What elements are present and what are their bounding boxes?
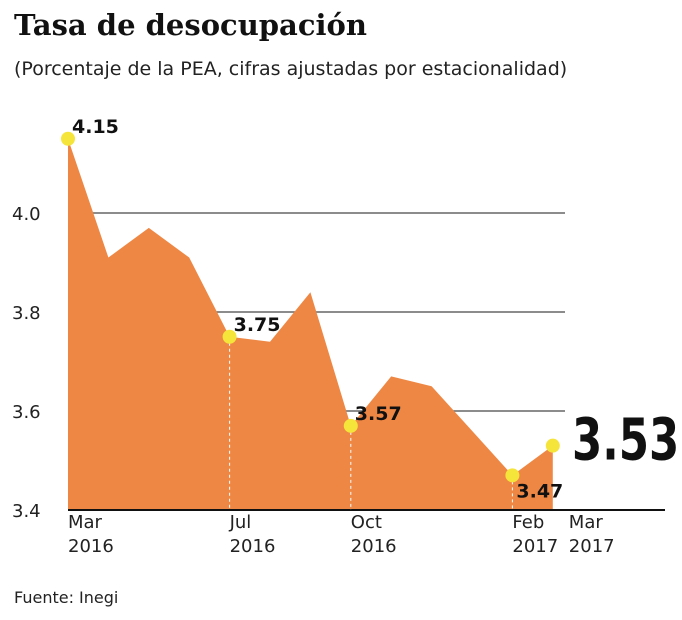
marker [545, 438, 560, 453]
x-tick-label: Feb 2017 [512, 512, 559, 557]
chart: 3.4 3.6 3.8 4.0 4.15 3.75 3.57 3.47 3.53 [12, 116, 679, 522]
x-tick-label: Oct 2016 [350, 512, 397, 557]
value-label: 3.53 [572, 406, 679, 474]
chart-title: Tasa de desocupación [14, 8, 367, 42]
y-tick-label: 3.8 [12, 303, 41, 324]
area [68, 138, 553, 510]
marker [61, 131, 75, 146]
x-tick-label: Mar 2017 [568, 512, 615, 557]
y-tick-label: 3.6 [12, 402, 41, 423]
y-tick-label: 4.0 [12, 204, 41, 225]
chart-subtitle: (Porcentaje de la PEA, cifras ajustadas … [14, 58, 568, 80]
value-label: 3.57 [355, 403, 402, 425]
value-label: 3.47 [516, 480, 563, 502]
source: Fuente: Inegi [14, 588, 119, 607]
x-tick-label: Mar 2016 [68, 512, 114, 557]
y-tick-label: 3.4 [12, 501, 41, 522]
value-label: 4.15 [72, 116, 119, 138]
value-label: 3.75 [234, 314, 281, 336]
x-tick-label: Jul 2016 [229, 512, 276, 557]
marker [343, 418, 358, 433]
marker [222, 329, 237, 344]
marker [505, 468, 520, 483]
